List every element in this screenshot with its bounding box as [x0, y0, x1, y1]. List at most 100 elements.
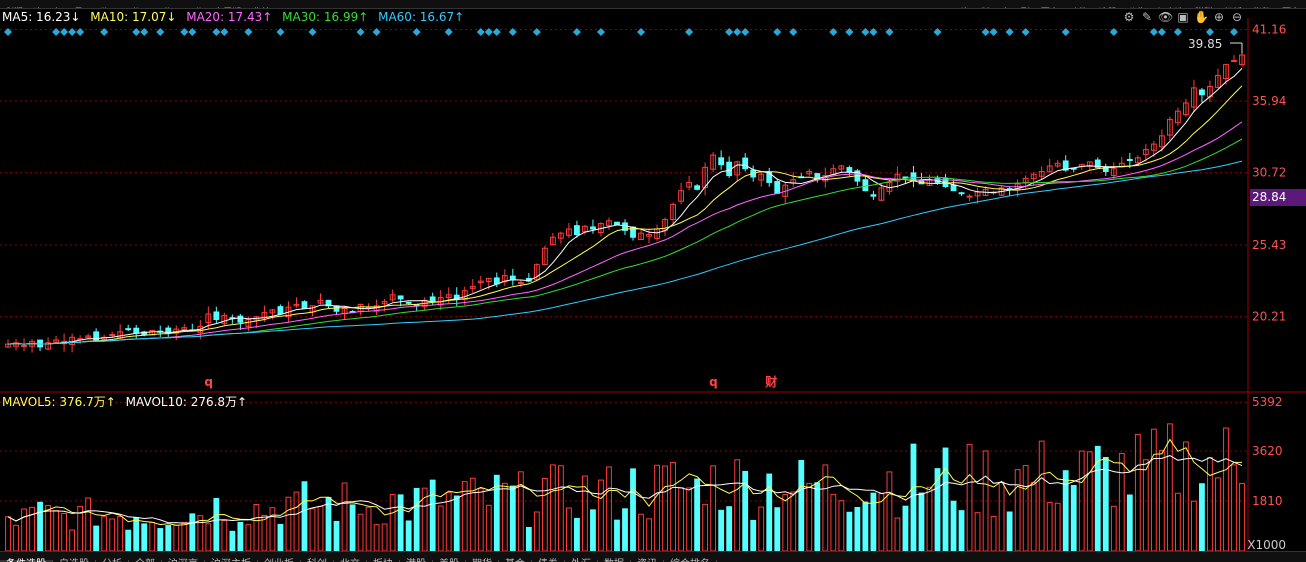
event-diamond [244, 28, 253, 36]
candle-body [1231, 59, 1237, 63]
volume-bar [189, 513, 196, 552]
event-diamond [1005, 28, 1014, 36]
volume-bar [477, 488, 484, 552]
candle-body [1215, 75, 1221, 88]
volume-bar [654, 464, 660, 552]
candle-body [21, 345, 27, 348]
volume-bar [1014, 469, 1021, 552]
candle-body [606, 220, 612, 227]
volume-bar [69, 529, 76, 552]
volume-bar [702, 503, 709, 552]
event-diamond [1157, 28, 1166, 36]
volume-bar [894, 517, 901, 552]
event-marker: q [204, 375, 213, 389]
ma5-line [7, 68, 1243, 345]
volume-bar [85, 497, 92, 552]
event-diamond [725, 28, 734, 36]
volume-bar [373, 524, 380, 552]
candle-body [1030, 173, 1037, 180]
hand-icon[interactable]: ✋ [1194, 10, 1209, 24]
volume-bar [221, 520, 228, 552]
candle-body [958, 192, 965, 195]
volume-legend: MAVOL5: 376.7万↑ MAVOL10: 276.8万↑ [2, 393, 253, 410]
volume-bar [141, 523, 148, 552]
volume-bar [886, 471, 893, 552]
event-diamond [188, 28, 197, 36]
candle-body [85, 335, 92, 338]
price-tick-label: 20.21 [1252, 310, 1286, 324]
volume-bar [301, 481, 308, 552]
zoom-in-icon[interactable]: ⊕ [1213, 10, 1225, 24]
volume-tick-label: 1810 [1252, 494, 1283, 508]
ma30-legend: MA30: 16.99↑ [282, 10, 369, 24]
candle-body [1166, 118, 1173, 136]
bottom-tab-bar: 条件选股自选股分析全部沪深京沪深主板创业板科创北交板块港股美股期货基金债券外汇数… [0, 551, 1306, 562]
volume-bar [998, 481, 1005, 552]
volume-bar [838, 500, 845, 552]
ma-legend: MA5: 16.23↓ MA10: 17.07↓ MA20: 17.43↑ MA… [2, 10, 470, 24]
mavol10-legend: MAVOL10: 276.8万↑ [125, 395, 248, 409]
volume-bar [774, 507, 781, 552]
event-diamond [596, 28, 605, 36]
volume-bar [990, 515, 997, 552]
save-icon[interactable]: ▣ [1177, 10, 1189, 24]
volume-bar [125, 529, 132, 552]
candle-body [878, 187, 885, 201]
volume-bar [1207, 457, 1213, 552]
volume-bar [1022, 465, 1029, 552]
pen-icon[interactable]: ✎ [1141, 10, 1153, 24]
volume-bar [710, 465, 717, 552]
candle-body [1126, 158, 1133, 162]
candle-body [710, 154, 717, 170]
event-diamond [532, 28, 541, 36]
volume-bar [101, 516, 108, 552]
volume-bar [670, 462, 676, 552]
volume-bar [1182, 441, 1189, 552]
candle-body [894, 173, 901, 182]
event-diamond [4, 28, 13, 36]
candle-body [133, 327, 140, 334]
event-diamond [885, 28, 894, 36]
event-diamond [989, 28, 998, 36]
volume-unit-label: X1000 [1247, 538, 1286, 552]
volume-bar [582, 475, 588, 552]
volume-bar [942, 447, 949, 552]
volume-bar [750, 519, 757, 552]
volume-bar [1038, 440, 1045, 552]
candle-body [509, 275, 516, 281]
candle-body [1046, 165, 1053, 173]
event-diamond [741, 28, 750, 36]
candle-body [389, 294, 396, 301]
ma10-legend: MA10: 17.07↓ [90, 10, 177, 24]
volume-bar [517, 471, 524, 552]
eye-icon[interactable]: 👁 [1158, 10, 1174, 24]
candle-body [237, 315, 244, 323]
event-diamond [869, 28, 878, 36]
volume-bar [245, 524, 252, 552]
candle-body [1102, 166, 1109, 172]
volume-bar [333, 520, 340, 552]
volume-bar [718, 509, 725, 552]
settings-icon[interactable]: ⚙ [1123, 10, 1135, 24]
event-diamond [100, 28, 109, 36]
zoom-out-icon[interactable]: ⊖ [1231, 10, 1243, 24]
volume-bar [133, 517, 140, 552]
volume-bar [1191, 500, 1197, 552]
volume-bar [309, 508, 316, 552]
event-diamond [276, 28, 285, 36]
volume-bar [686, 487, 693, 552]
top-toolbar: 利润净年月5分15分30分60分多周期收益 F10资料盘列更多功能选股公告加自选… [0, 0, 1306, 9]
event-diamond [492, 28, 501, 36]
event-diamond [773, 28, 782, 36]
ma60-legend: MA60: 16.67↑ [378, 10, 465, 24]
event-diamond [156, 28, 165, 36]
candle-body [862, 179, 869, 192]
candle-body [1223, 64, 1229, 80]
candle-body [381, 301, 388, 305]
event-diamond [356, 28, 365, 36]
volume-bar [501, 482, 508, 552]
volume-bar [237, 521, 244, 552]
volume-bar [253, 504, 260, 552]
candle-body [766, 171, 773, 183]
volume-bar [870, 492, 877, 552]
